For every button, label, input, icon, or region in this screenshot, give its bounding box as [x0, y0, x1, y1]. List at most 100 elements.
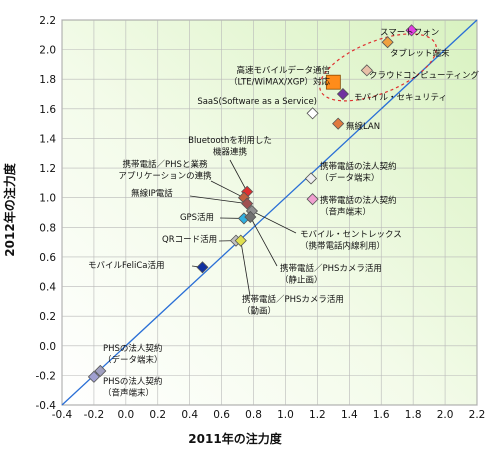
leader-line: [229, 159, 248, 192]
y-tick-label: 0.6: [39, 252, 56, 264]
data-points: [87, 24, 418, 383]
x-tick-label: 1.0: [277, 409, 294, 421]
point-label-line: （静止画）: [280, 275, 323, 286]
point-label: スマートフォン: [380, 28, 439, 38]
x-tick-label: 0.6: [213, 409, 230, 421]
point-label: PHSの法人契約（データ端末）: [103, 343, 163, 366]
point-label: 高速モバイルデータ通信（LTE/WiMAX/XGP）対応: [229, 65, 330, 88]
x-tick-label: 0.4: [181, 409, 198, 421]
x-tick-label: 0.0: [117, 409, 134, 421]
x-tick-label: 1.2: [309, 409, 326, 421]
leader-line: [210, 180, 245, 199]
reference-line: [61, 19, 478, 406]
y-tick-label: 1.8: [39, 74, 56, 86]
y-tick-label: 2.0: [39, 45, 56, 57]
point-diamond-marker: [241, 197, 254, 210]
point-label: 携帯電話／PHSカメラ活用（動画）: [242, 294, 344, 317]
point-label: モバイル・セントレックス（携帯電話内線利用）: [300, 230, 402, 252]
y-tick-label: 1.6: [39, 104, 56, 116]
x-tick-label: 1.4: [341, 409, 358, 421]
point-label-line: GPS活用: [180, 212, 214, 223]
point-label-line: （音声端末）: [103, 388, 154, 399]
x-axis-title: 2011年の注力度: [188, 431, 282, 446]
point-label-line: 機器連携: [213, 147, 247, 158]
x-tick-label: 0.8: [245, 409, 262, 421]
y-tick-label: -0.2: [36, 370, 57, 382]
point-diamond-marker: [306, 107, 319, 120]
x-tick-label: 2.2: [469, 409, 486, 421]
point-label: Bluetoothを利用した機器連携: [188, 135, 272, 158]
x-tick-label: 2.0: [437, 409, 454, 421]
point-label: 無線IP電話: [131, 188, 173, 199]
point-label-line: 携帯電話／PHSカメラ活用: [280, 263, 382, 274]
y-tick-label: 1.0: [39, 193, 56, 205]
point-label-line: アプリケーションの連携: [118, 171, 211, 182]
x-tick-label: -0.4: [52, 409, 73, 421]
point-label-line: 携帯電話／PHSと業務: [123, 159, 208, 170]
tick-labels: -0.4 -0.2 0.0 0.2 0.4 0.6 0.8 1.0 1.2 1.4 1.6 1.8 2.…: [36, 15, 486, 421]
highlight-ellipse: [319, 33, 437, 102]
point-label: クラウドコンピューティング: [369, 70, 479, 81]
leader-line: [189, 195, 248, 205]
y-tick-label: 0.8: [39, 222, 56, 234]
point-label: タブレット端末: [390, 48, 450, 59]
point-diamond-marker: [87, 370, 100, 383]
point-diamond-marker: [244, 210, 257, 224]
point-square-marker: [325, 74, 341, 90]
point-label: 携帯電話の法人契約（音声端末）: [320, 195, 397, 218]
y-axis-title: 2012年の注力度: [2, 162, 17, 256]
point-label: 無線LAN: [346, 121, 380, 132]
point-label-line: クラウドコンピューティング: [369, 70, 479, 81]
point-diamond-marker: [234, 234, 247, 247]
y-tick-label: 1.2: [39, 163, 56, 175]
point-label: モバイル・セキュリティ: [354, 93, 447, 103]
x-tick-label: 0.2: [149, 409, 166, 421]
point-label: 携帯電話／PHSと業務アプリケーションの連携: [118, 159, 211, 182]
leader-line: [240, 240, 251, 297]
point-diamond-marker: [332, 117, 345, 130]
point-diamond-marker: [405, 24, 418, 37]
leader-line: [251, 210, 297, 234]
point-label-line: Bluetoothを利用した: [188, 135, 272, 146]
point-label-line: PHSの法人契約: [103, 376, 162, 387]
point-label-line: （音声端末）: [320, 207, 371, 218]
grid-lines: [61, 19, 478, 406]
point-label-line: 携帯電話／PHSカメラ活用: [242, 294, 344, 305]
point-diamond-marker: [196, 261, 209, 274]
point-label-line: （動画）: [242, 306, 276, 317]
point-diamond-marker: [336, 87, 349, 101]
leader-line: [249, 216, 278, 267]
point-label: モバイルFeliCa活用: [88, 260, 165, 271]
point-label-line: PHSの法人契約: [103, 343, 162, 354]
y-tick-label: 0.2: [39, 311, 56, 323]
y-tick-label: 2.2: [39, 15, 56, 27]
point-label-line: （データ端末）: [103, 355, 163, 366]
point-label-line: 携帯電話の法人契約: [320, 161, 397, 172]
point-diamond-marker: [304, 172, 318, 185]
point-label: SaaS(Software as a Service): [197, 97, 317, 107]
point-diamond-marker: [381, 36, 394, 49]
point-label-line: 無線IP電話: [131, 188, 173, 199]
point-label-line: 高速モバイルデータ通信: [236, 65, 330, 76]
y-axis-title-group: 2012年の注力度: [2, 162, 17, 256]
y-tick-label: 0.4: [39, 282, 56, 294]
point-label-line: モバイルFeliCa活用: [88, 260, 165, 271]
point-diamond-marker: [360, 64, 373, 77]
point-label-line: 無線LAN: [346, 121, 380, 132]
point-label: 携帯電話の法人契約（データ端末）: [320, 161, 397, 184]
point-label-line: 携帯電話の法人契約: [320, 195, 397, 206]
x-tick-label: 1.6: [373, 409, 390, 421]
point-diamond-marker: [94, 364, 107, 378]
point-label-line: （LTE/WiMAX/XGP）対応: [229, 77, 330, 88]
y-tick-label: 0.0: [39, 341, 56, 353]
y-tick-label: -0.4: [36, 400, 57, 412]
point-label: GPS活用: [180, 212, 214, 223]
point-label-line: QRコード活用: [162, 234, 217, 245]
point-label: PHSの法人契約（音声端末）: [103, 376, 162, 399]
y-tick-label: 1.4: [39, 133, 56, 145]
point-label-line: SaaS(Software as a Service): [197, 97, 317, 107]
point-diamond-marker: [306, 193, 319, 206]
x-tick-label: 1.8: [405, 409, 422, 421]
point-label-line: （携帯電話内線利用）: [300, 241, 385, 252]
